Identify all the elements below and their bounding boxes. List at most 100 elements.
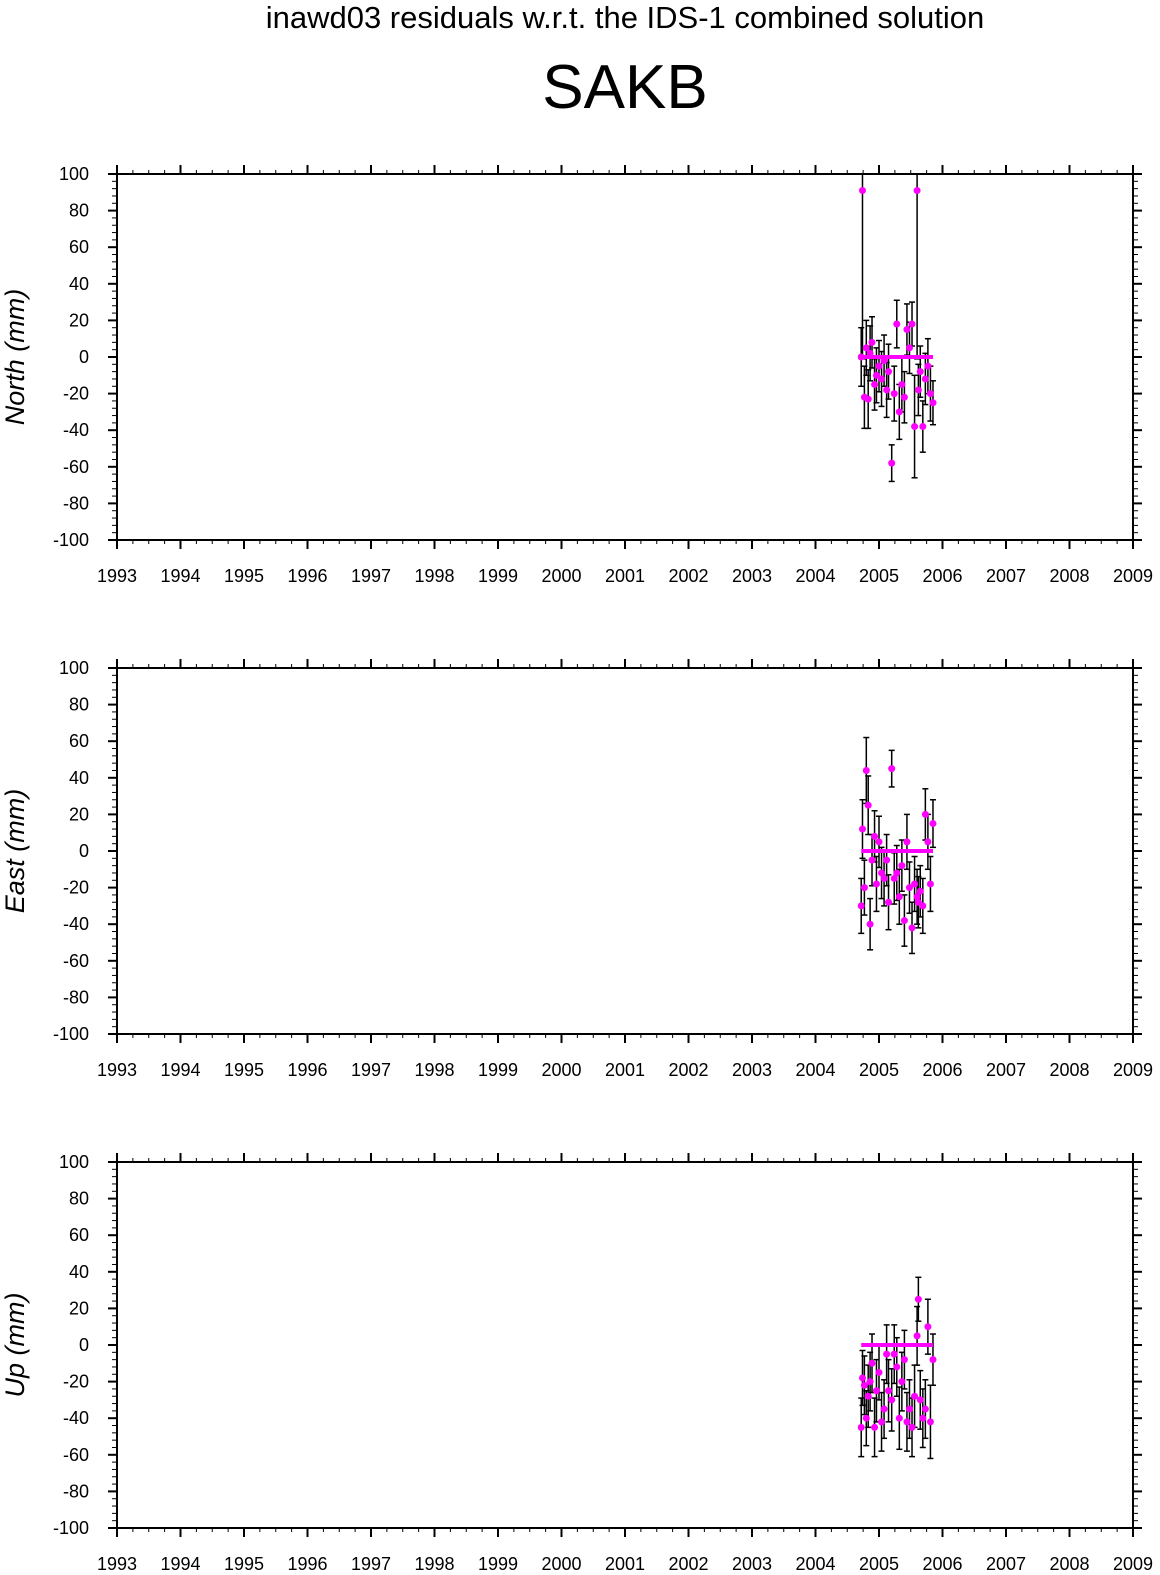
panel-1-point	[883, 386, 891, 394]
panel-2-ytick-label: 0	[79, 841, 89, 861]
panel-1-point	[916, 368, 924, 376]
panel-3-ytick-label: -40	[63, 1408, 89, 1428]
panel-2-point	[908, 924, 916, 932]
panel-2-frame	[116, 667, 1134, 1035]
panel-3-point	[929, 1356, 937, 1364]
panel-3-point	[908, 1423, 916, 1431]
panel-1-point	[872, 371, 880, 379]
panel-2-ytick-label: 40	[69, 768, 89, 788]
panel-3-point	[857, 1423, 865, 1431]
panel-3-point	[880, 1405, 888, 1413]
panel-1-xtick-label: 1993	[97, 566, 137, 586]
panel-3-point	[921, 1405, 929, 1413]
panel-3-point	[883, 1350, 891, 1358]
panel-2-point	[903, 838, 911, 846]
panel-1-xtick-label: 1995	[224, 566, 264, 586]
panel-1-point	[875, 362, 883, 370]
panel-1-xtick-label: 1996	[287, 566, 327, 586]
panel-2-point	[862, 766, 870, 774]
panel-1-point	[911, 423, 919, 431]
panel-1-point	[929, 399, 937, 407]
panel-3-ytick-label: 60	[69, 1225, 89, 1245]
panel-2-xtick-label: 2005	[859, 1060, 899, 1080]
panel-1-ylabel: North (mm)	[0, 289, 30, 426]
panel-3-point	[916, 1396, 924, 1404]
panel-3-xtick-label: 2001	[605, 1554, 645, 1574]
panel-3-ytick-label: -100	[53, 1518, 89, 1538]
panel-2-ytick-label: 20	[69, 804, 89, 824]
panel-1-point	[871, 380, 879, 388]
panel-1-point	[926, 390, 934, 398]
panel-1-point	[898, 380, 906, 388]
panel-2-xtick-label: 1999	[478, 1060, 518, 1080]
panel-2-ytick-label: -40	[63, 914, 89, 934]
panel-2-point	[878, 869, 886, 877]
panel-2-xtick-label: 2009	[1113, 1060, 1153, 1080]
panel-1-xtick-label: 2007	[986, 566, 1026, 586]
panel-1-point	[913, 186, 921, 194]
panel-3-ytick-label: 20	[69, 1298, 89, 1318]
panel-2-point	[885, 898, 893, 906]
panel-2-point	[916, 887, 924, 895]
panel-2-point	[866, 920, 874, 928]
panel-2-xtick-label: 1998	[414, 1060, 454, 1080]
panel-2-point	[871, 832, 879, 840]
panel-3-xtick-label: 2002	[668, 1554, 708, 1574]
panel-2-xtick-label: 2006	[922, 1060, 962, 1080]
panel-3-point	[898, 1378, 906, 1386]
panel-1-point	[921, 375, 929, 383]
panel-1-point	[919, 423, 927, 431]
panel-3-ytick-label: -80	[63, 1481, 89, 1501]
panel-2-ytick-label: -100	[53, 1024, 89, 1044]
panel-2-point	[888, 765, 896, 773]
station-name: SAKB	[542, 53, 708, 122]
panel-1-xtick-label: 2002	[668, 566, 708, 586]
panel-3-point	[890, 1350, 898, 1358]
panel-1-point	[857, 353, 865, 361]
panel-1-point	[864, 395, 872, 403]
panel-3-point	[926, 1418, 934, 1426]
panel-3-xtick-label: 1994	[160, 1554, 200, 1574]
panel-2-point	[926, 880, 934, 888]
panel-3-point	[858, 1374, 866, 1382]
panel-2-point	[893, 869, 901, 877]
panel-3-xtick-label: 2003	[732, 1554, 772, 1574]
panel-2-xtick-label: 2003	[732, 1060, 772, 1080]
panel-2-point	[857, 902, 865, 910]
panel-3-ytick-label: 80	[69, 1189, 89, 1209]
panel-3-xtick-label: 2000	[541, 1554, 581, 1574]
panel-1-point	[908, 320, 916, 328]
panel-2-point	[868, 856, 876, 864]
panel-1-xtick-label: 1997	[351, 566, 391, 586]
panel-3-point	[875, 1368, 883, 1376]
panel-2-point	[858, 825, 866, 833]
panel-2-xtick-label: 1996	[287, 1060, 327, 1080]
panel-3-xtick-label: 2004	[795, 1554, 835, 1574]
panel-1-point	[900, 393, 908, 401]
panel-1-ytick-label: 0	[79, 347, 89, 367]
panel-3-point	[913, 1332, 921, 1340]
panel-1-xtick-label: 2008	[1049, 566, 1089, 586]
panel-3-point	[919, 1414, 927, 1422]
panel-3-ylabel: Up (mm)	[0, 1293, 30, 1398]
panel-1-xtick-label: 2009	[1113, 566, 1153, 586]
panel-1-point	[862, 344, 870, 352]
panel-2-ytick-label: 80	[69, 695, 89, 715]
panel-1-ytick-label: 60	[69, 237, 89, 257]
panel-1-point	[866, 349, 874, 357]
panel-2-point	[883, 856, 891, 864]
panel-1-xtick-label: 2004	[795, 566, 835, 586]
panel-3-point	[900, 1356, 908, 1364]
panel-2-point	[864, 801, 872, 809]
panel-3-xtick-label: 1997	[351, 1554, 391, 1574]
panel-2-point	[921, 810, 929, 818]
panel-2-xtick-label: 2008	[1049, 1060, 1089, 1080]
panel-3-point	[895, 1414, 903, 1422]
panel-3-frame	[116, 1161, 1134, 1529]
panel-2-xtick-label: 2001	[605, 1060, 645, 1080]
panel-2-ytick-label: -60	[63, 951, 89, 971]
panel-2-point	[872, 880, 880, 888]
panel-1-point	[903, 326, 911, 334]
panel-3-xtick-label: 2005	[859, 1554, 899, 1574]
